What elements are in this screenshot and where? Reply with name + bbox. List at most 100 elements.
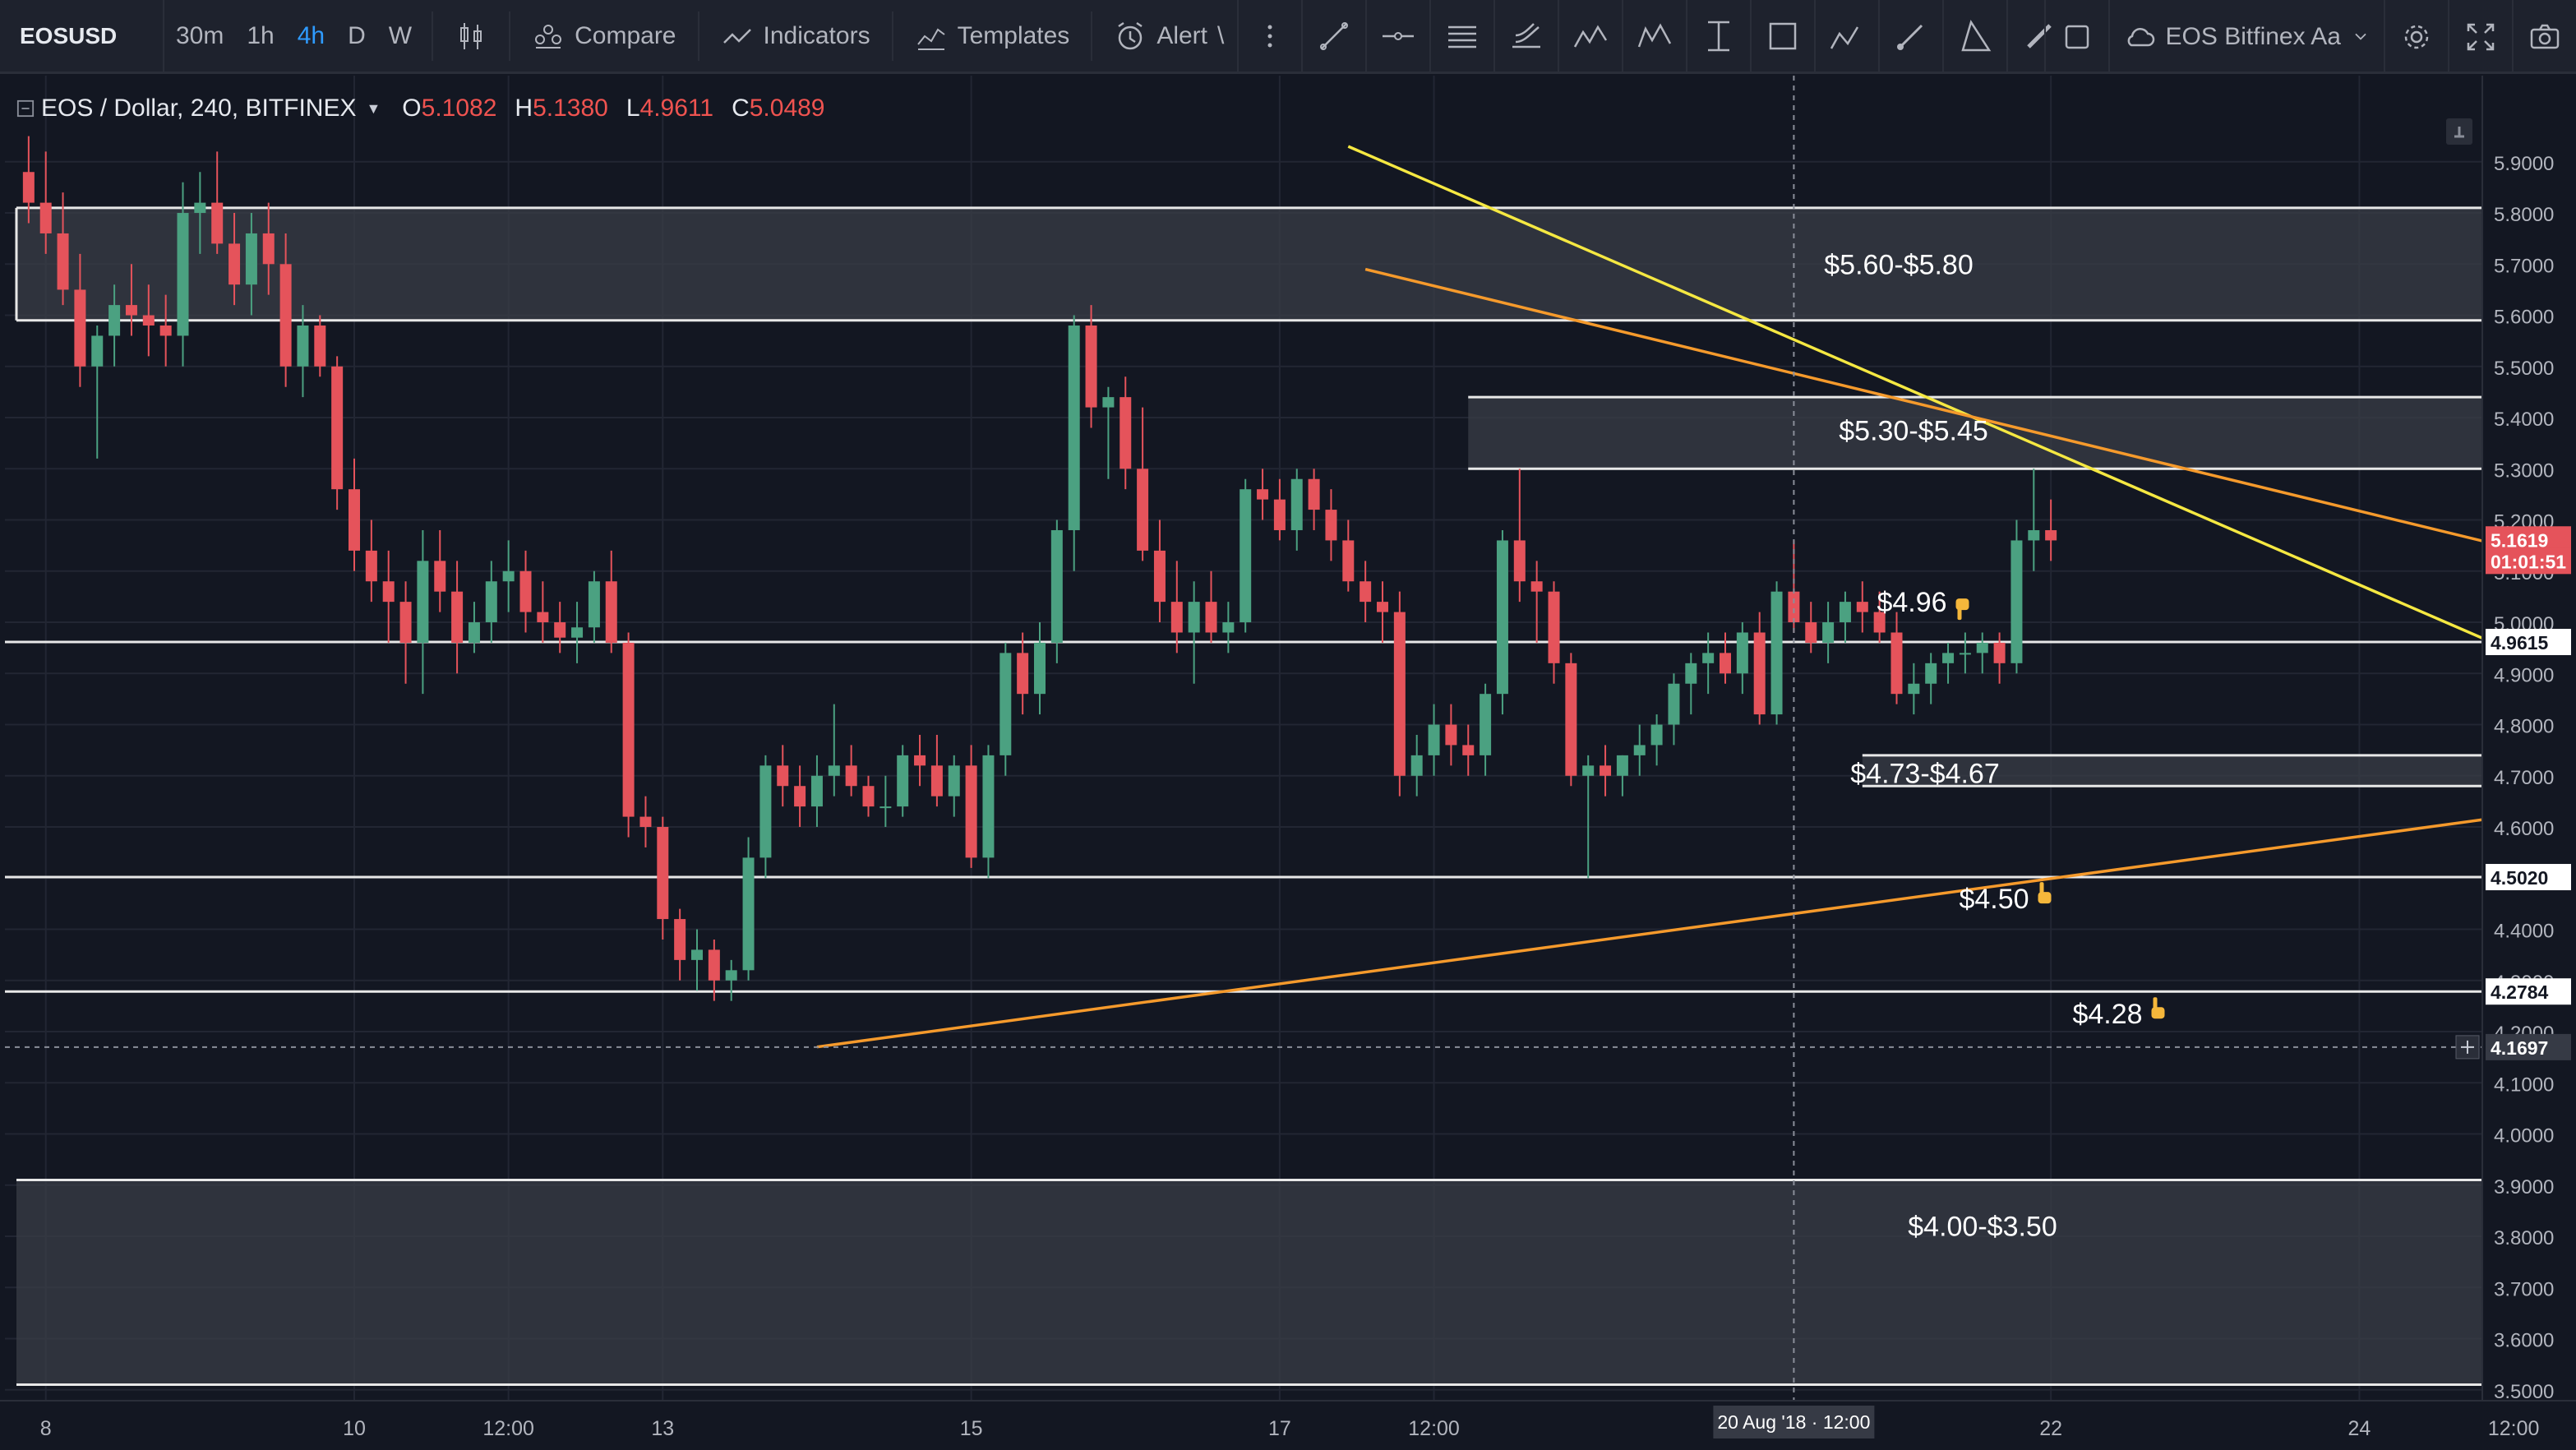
expand-icon (2467, 23, 2495, 51)
brush-icon (1897, 24, 1923, 50)
candle-body (1513, 540, 1526, 582)
xabcd-pattern-tool[interactable] (1558, 0, 1622, 73)
price-tick-label: 4.0000 (2494, 1125, 2554, 1148)
measure-tool[interactable] (2006, 0, 2070, 73)
rectangle-tool[interactable] (1750, 0, 1814, 73)
templates-button[interactable]: Templates (902, 0, 1083, 73)
price-tick-label: 5.8000 (2494, 204, 2554, 226)
horizontal-line-tool[interactable] (1365, 0, 1429, 73)
candle-body (879, 806, 892, 809)
fullscreen-toggle[interactable] (2043, 0, 2108, 74)
zones-layer (5, 206, 2482, 1387)
price-tick-label: 4.7000 (2494, 767, 2554, 789)
candle-body (862, 786, 875, 807)
candle-body (1273, 499, 1286, 530)
candle-body (194, 202, 206, 214)
hand-palm (2038, 892, 2052, 904)
candle-body (382, 581, 395, 603)
candle-body (828, 765, 840, 776)
legend-title[interactable]: EOS / Dollar, 240, BITFINEX (41, 95, 357, 122)
candle-body (314, 325, 326, 367)
trend-line-tool[interactable] (1301, 0, 1365, 73)
price-tick-label: 4.4000 (2494, 921, 2554, 943)
chevron-down-icon (2355, 33, 2366, 40)
candle-body (1770, 591, 1783, 715)
crosshair (5, 76, 2482, 1401)
candle-body (279, 264, 292, 367)
collapse-legend-icon[interactable] (16, 99, 35, 118)
pitchfork-tool[interactable] (1493, 0, 1558, 73)
candle-body (1480, 694, 1492, 755)
fullscreen-button[interactable] (2448, 0, 2512, 74)
candle-body (399, 602, 412, 643)
more-tools-handle[interactable] (1237, 0, 1301, 73)
ohlc-values: O5.1082 H5.1380 L4.9611 C5.0489 (402, 95, 824, 122)
candle-body (777, 765, 789, 787)
indicators-button[interactable]: Indicators (708, 0, 884, 73)
candle-body (639, 816, 652, 828)
angle-icon (1961, 19, 1992, 51)
timeframe-30m-button[interactable]: 30m (176, 21, 224, 49)
candle-body (1736, 632, 1748, 674)
symbol-search-button[interactable]: EOSUSD (0, 0, 164, 73)
alarm-clock-icon (1118, 21, 1143, 49)
candle-body (537, 612, 549, 623)
candle-body (417, 561, 429, 643)
timeframe-d-button[interactable]: D (348, 21, 366, 49)
snapshot-button[interactable] (2512, 0, 2576, 74)
price-range-tool[interactable] (1686, 0, 1750, 73)
candle-body (982, 755, 995, 858)
candle-body (331, 366, 344, 490)
templates-icon (916, 28, 945, 50)
candle-body (1377, 602, 1388, 612)
time-tick-label: 8 (40, 1417, 52, 1440)
parallel-channel-tool[interactable] (1429, 0, 1493, 73)
time-axis[interactable]: 81012:0013151712:00222412:00272912:00Sep… (0, 1400, 2576, 1450)
candle-body (588, 581, 600, 628)
timeframe-w-button[interactable]: W (388, 21, 413, 49)
plus-icon (2461, 1040, 2474, 1054)
candle-body (1822, 622, 1835, 643)
time-tick-label: 12:00 (482, 1417, 534, 1440)
brush-tool[interactable] (1878, 0, 1942, 73)
price-tick-label: 3.8000 (2494, 1227, 2554, 1249)
candle-body (1633, 745, 1646, 755)
candle-body (965, 765, 977, 858)
price-zone-label: $4.96 (1877, 587, 1946, 618)
candle-body (1410, 755, 1423, 776)
price-tick-label: 5.4000 (2494, 409, 2554, 431)
toolbar-divider (891, 11, 893, 61)
ohlc-close: C5.0489 (732, 95, 825, 122)
price-axis[interactable]: 3.5000 3.6000 3.7000 3.8000 3.9000 4.0000 4.10… (2481, 76, 2576, 1450)
timeframe-4h-button[interactable]: 4h (297, 21, 325, 49)
study-template-button[interactable]: EOS Bitfinex Aa (2107, 0, 2384, 74)
compare-button[interactable]: Compare (519, 0, 689, 73)
candle-body (1290, 478, 1303, 530)
price-chart[interactable]: $5.60-$5.80 $5.30-$5.45 $4.73-$4.67 $4.00-$… (0, 76, 2576, 1450)
legend-menu-icon[interactable]: ▼ (366, 99, 381, 117)
candle-body (759, 765, 772, 858)
candle-body (434, 561, 446, 592)
candle-body (125, 305, 137, 316)
time-tick-label: 17 (1268, 1417, 1291, 1440)
candle-body (845, 765, 857, 787)
annotations-layer: $5.60-$5.80 $5.30-$5.45 $4.73-$4.67 $4.00-$… (1824, 249, 2165, 1243)
time-tick-label: 24 (2348, 1417, 2371, 1440)
timeframe-1h-button[interactable]: 1h (247, 21, 275, 49)
price-tick-label: 4.1000 (2494, 1074, 2554, 1096)
candle-body (1102, 397, 1115, 408)
price-axis-background (2482, 76, 2576, 1450)
alert-button[interactable]: Alert \ (1101, 0, 1237, 73)
fib-tool[interactable] (1942, 0, 2006, 73)
settings-button[interactable] (2384, 0, 2448, 74)
time-axis-background (0, 1401, 2576, 1450)
indicators-label: Indicators (763, 21, 870, 49)
abcd-tool[interactable] (1814, 0, 1878, 73)
chart-type-button[interactable] (441, 0, 501, 73)
price-label-box (2486, 1033, 2571, 1060)
chart-legend: EOS / Dollar, 240, BITFINEX ▼ O5.1082 H5… (16, 90, 825, 127)
candle-body (1942, 653, 1955, 663)
candle-body (1890, 632, 1903, 695)
candle-body (1616, 755, 1628, 776)
elliott-wave-tool[interactable] (1622, 0, 1686, 73)
